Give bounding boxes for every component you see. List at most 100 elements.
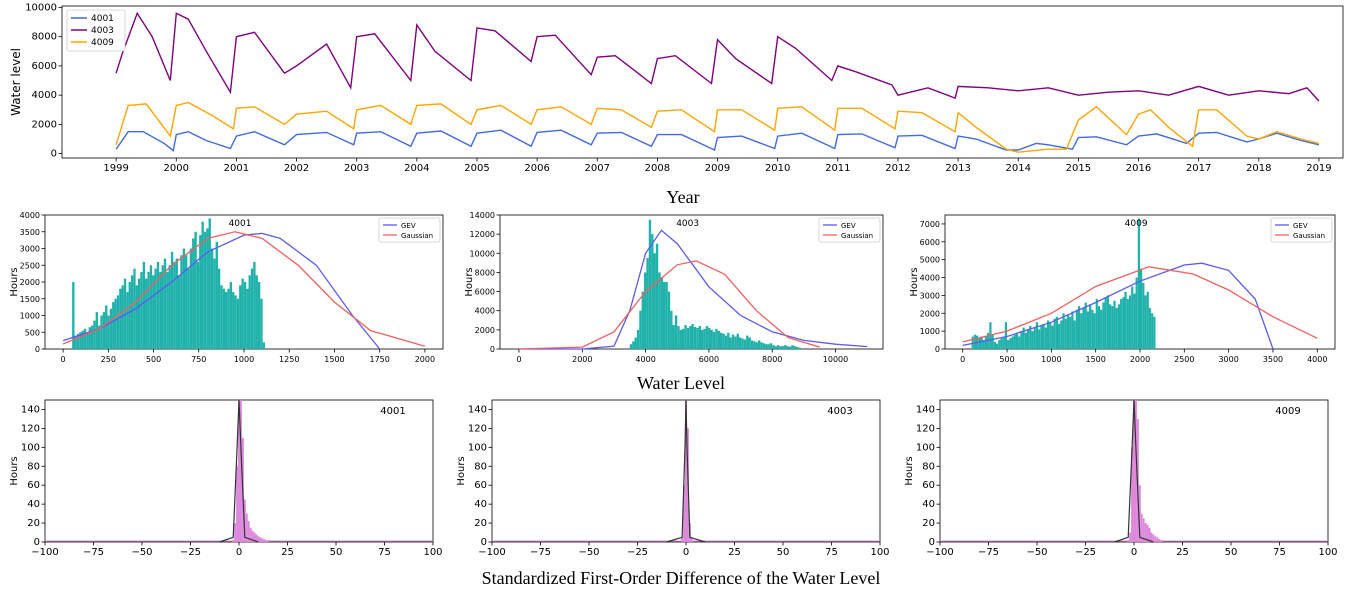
subplot-title: 4009	[1125, 219, 1148, 229]
histogram-bar	[1127, 540, 1130, 542]
histogram-bar	[1044, 327, 1047, 349]
y-tick-label: 0	[935, 345, 940, 354]
histogram-bar	[679, 329, 683, 349]
y-tick-label: 10000	[470, 249, 495, 258]
histogram-bar	[81, 330, 84, 349]
histogram-bar	[249, 527, 252, 542]
y-tick-label: 100	[468, 442, 487, 453]
histogram-bar	[253, 261, 256, 349]
histogram-bar	[100, 315, 103, 349]
histogram-bar	[698, 326, 701, 349]
histogram-bar	[1051, 325, 1054, 349]
histogram-bar	[793, 346, 796, 349]
x-tick-label: −75	[530, 547, 551, 558]
histogram-bar	[154, 268, 157, 349]
histogram-bar	[1097, 306, 1101, 349]
histogram-bar	[722, 333, 725, 349]
y-tick-label: 40	[27, 499, 40, 510]
histogram-bar	[683, 485, 686, 542]
histogram-bar	[1011, 336, 1014, 349]
histogram-bar	[126, 292, 129, 349]
x-tick-label: 1000	[1041, 355, 1061, 364]
x-tick-label: 75	[378, 547, 391, 558]
histogram-bar	[677, 326, 680, 349]
histogram-bar	[719, 332, 723, 349]
y-tick-label: 14000	[470, 211, 495, 220]
gaussian-curve	[62, 231, 426, 347]
y-tick-label: 80	[922, 461, 935, 472]
histogram-bar	[1029, 325, 1032, 349]
x-tick-label: 2000	[415, 355, 435, 364]
histogram-bar	[1150, 532, 1153, 542]
x-tick-label: 2004	[404, 163, 429, 174]
y-tick-label: 20	[27, 518, 40, 529]
histogram-bar	[1144, 295, 1147, 349]
x-tick-label: 2015	[1066, 163, 1091, 174]
legend-label-gaussian: Gaussian	[841, 232, 873, 240]
histogram-bar	[734, 336, 737, 349]
histogram-bar	[121, 285, 124, 349]
xlabel-standardized-diff: Standardized First-Order Difference of t…	[482, 568, 881, 588]
histogram-bar	[210, 248, 214, 349]
x-tick-label: 75	[1273, 547, 1286, 558]
histogram-bar	[220, 285, 223, 349]
histogram-bar	[1026, 329, 1030, 349]
y-tick-label: 10000	[25, 2, 57, 13]
y-tick-label: 1000	[920, 327, 940, 336]
histogram-bar	[196, 261, 200, 349]
histogram-bar	[1140, 513, 1143, 542]
histogram-bar	[1066, 315, 1070, 349]
histogram-bar	[83, 328, 87, 349]
histogram-bar	[1022, 327, 1025, 349]
histogram-bar	[1120, 298, 1123, 349]
histogram-bar	[727, 332, 730, 349]
x-tick-label: 25	[728, 547, 741, 558]
histogram-bar	[684, 325, 687, 349]
histogram-bar	[156, 261, 160, 349]
x-tick-label: −50	[1026, 547, 1047, 558]
y-tick-label: 4000	[20, 211, 40, 220]
histogram-bar	[724, 335, 728, 349]
histogram-bar	[1133, 293, 1136, 349]
histogram-bar	[1131, 447, 1134, 542]
histogram-bar	[641, 291, 645, 349]
histogram-bar	[107, 315, 110, 349]
histogram-bar	[1031, 331, 1034, 349]
x-tick-label: 0	[960, 355, 965, 364]
histogram-bar	[88, 327, 91, 349]
histogram-bar	[755, 342, 758, 349]
legend-label-4009: 4009	[91, 38, 114, 48]
histogram-bar	[791, 345, 794, 349]
histogram-bar	[1128, 295, 1132, 349]
histogram-bar	[243, 499, 246, 542]
gev-curve	[962, 262, 1274, 350]
x-tick-label: 2000	[164, 163, 189, 174]
histogram-bar	[241, 278, 244, 349]
histogram-bar	[1142, 518, 1145, 542]
histogram-bar	[784, 345, 787, 349]
histogram-bar	[1140, 268, 1143, 349]
histogram-bar	[239, 285, 242, 349]
series-line-4009	[115, 101, 1320, 153]
histogram-bar	[772, 345, 775, 349]
histogram-bar	[636, 329, 640, 349]
histogram-bar	[655, 243, 659, 349]
histogram-bar	[262, 342, 265, 349]
x-tick-label: −75	[978, 547, 999, 558]
legend-box	[818, 217, 881, 243]
histogram-bar	[255, 534, 258, 542]
histogram-bar	[1115, 307, 1118, 349]
histogram-bar	[1148, 307, 1152, 349]
x-tick-label: 8000	[762, 355, 782, 364]
histogram-bar	[762, 343, 766, 349]
histogram-bar	[145, 278, 148, 349]
gev-curve	[519, 229, 868, 350]
histogram-bar	[135, 285, 138, 349]
histogram-bar	[105, 305, 108, 349]
histogram-bar	[208, 218, 211, 349]
y-tick-label: 40	[922, 499, 935, 510]
histogram-bar	[995, 343, 999, 349]
histogram-bar	[177, 275, 181, 349]
histogram-bar	[765, 344, 768, 349]
